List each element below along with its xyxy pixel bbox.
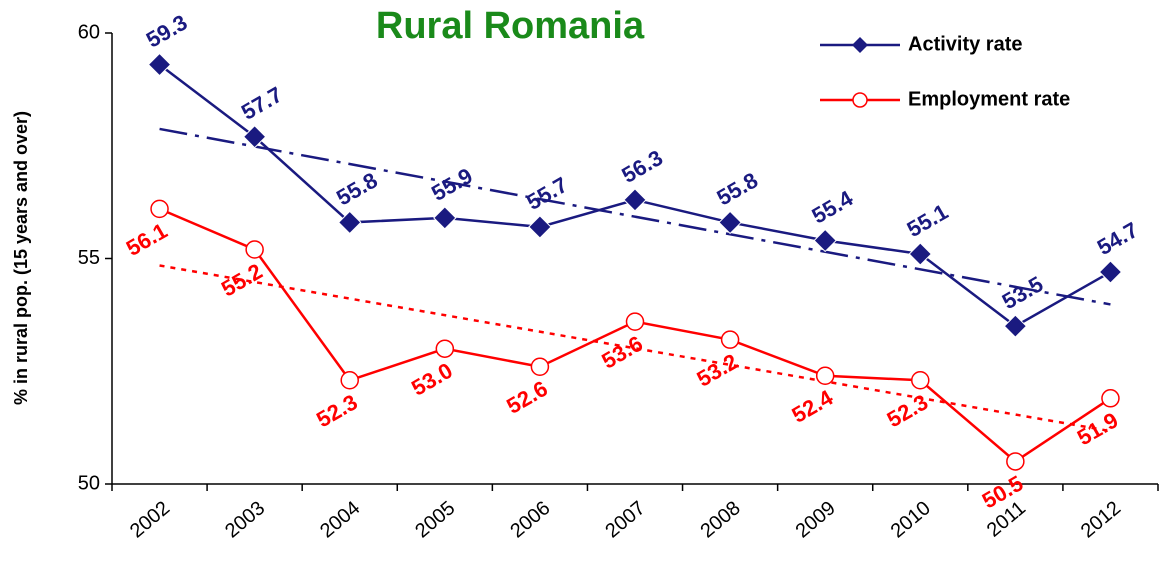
marker (340, 371, 359, 390)
marker (433, 206, 457, 230)
x-tick-label: 2010 (887, 497, 935, 542)
y-tick-label: 50 (78, 472, 100, 494)
x-tick-label: 2008 (696, 497, 744, 542)
data-label: 56.3 (617, 145, 667, 188)
marker (718, 210, 742, 235)
data-label: 52.3 (312, 389, 362, 432)
x-tick-label: 2006 (506, 497, 554, 542)
legend-label: Activity rate (908, 33, 1023, 55)
marker (1006, 452, 1025, 471)
marker (911, 371, 930, 390)
data-label: 57.7 (237, 82, 287, 125)
data-label: 55.8 (712, 167, 762, 210)
y-axis-label: % in rural pop. (15 years and over) (11, 111, 31, 405)
marker (338, 210, 362, 235)
data-label: 53.0 (407, 358, 457, 401)
data-label: 52.4 (788, 384, 838, 427)
marker (623, 188, 647, 212)
data-label: 51.9 (1073, 407, 1123, 450)
legend-marker (852, 92, 868, 108)
marker (908, 242, 932, 266)
x-tick-label: 2009 (792, 497, 840, 542)
data-label: 53.2 (692, 349, 742, 392)
marker (720, 330, 740, 349)
marker (528, 215, 552, 239)
data-label: 55.9 (427, 163, 477, 206)
x-tick-label: 2004 (316, 497, 364, 542)
legend-label: Employment rate (908, 88, 1070, 110)
data-label: 55.7 (522, 172, 572, 215)
marker (530, 357, 550, 376)
x-tick-label: 2005 (411, 497, 459, 542)
y-tick-label: 60 (78, 21, 100, 43)
marker (815, 366, 835, 386)
marker (435, 339, 455, 358)
marker (1098, 260, 1123, 284)
marker (245, 240, 264, 259)
data-label: 55.1 (903, 199, 953, 242)
y-tick-label: 55 (78, 247, 100, 269)
legend-marker (852, 37, 868, 53)
marker (147, 52, 172, 77)
data-label: 55.8 (332, 167, 382, 210)
marker (242, 125, 267, 149)
chart-title: Rural Romania (376, 5, 645, 47)
marker (1101, 389, 1120, 408)
data-label: 55.4 (808, 185, 858, 228)
trend-line (159, 127, 1111, 306)
marker (150, 199, 169, 219)
x-tick-label: 2002 (126, 497, 174, 542)
data-label: 59.3 (142, 10, 192, 53)
marker (1003, 314, 1028, 338)
data-label: 52.6 (502, 376, 552, 419)
data-label: 52.3 (883, 389, 933, 432)
data-label: 53.5 (998, 271, 1048, 314)
data-label: 54.7 (1093, 217, 1143, 260)
trend-line (159, 264, 1111, 433)
data-label: 56.1 (122, 218, 172, 261)
x-tick-label: 2012 (1077, 497, 1125, 542)
x-tick-label: 2007 (601, 497, 649, 542)
data-label: 55.2 (217, 258, 267, 301)
marker (813, 228, 837, 253)
x-tick-label: 2003 (221, 497, 269, 542)
marker (625, 312, 645, 331)
